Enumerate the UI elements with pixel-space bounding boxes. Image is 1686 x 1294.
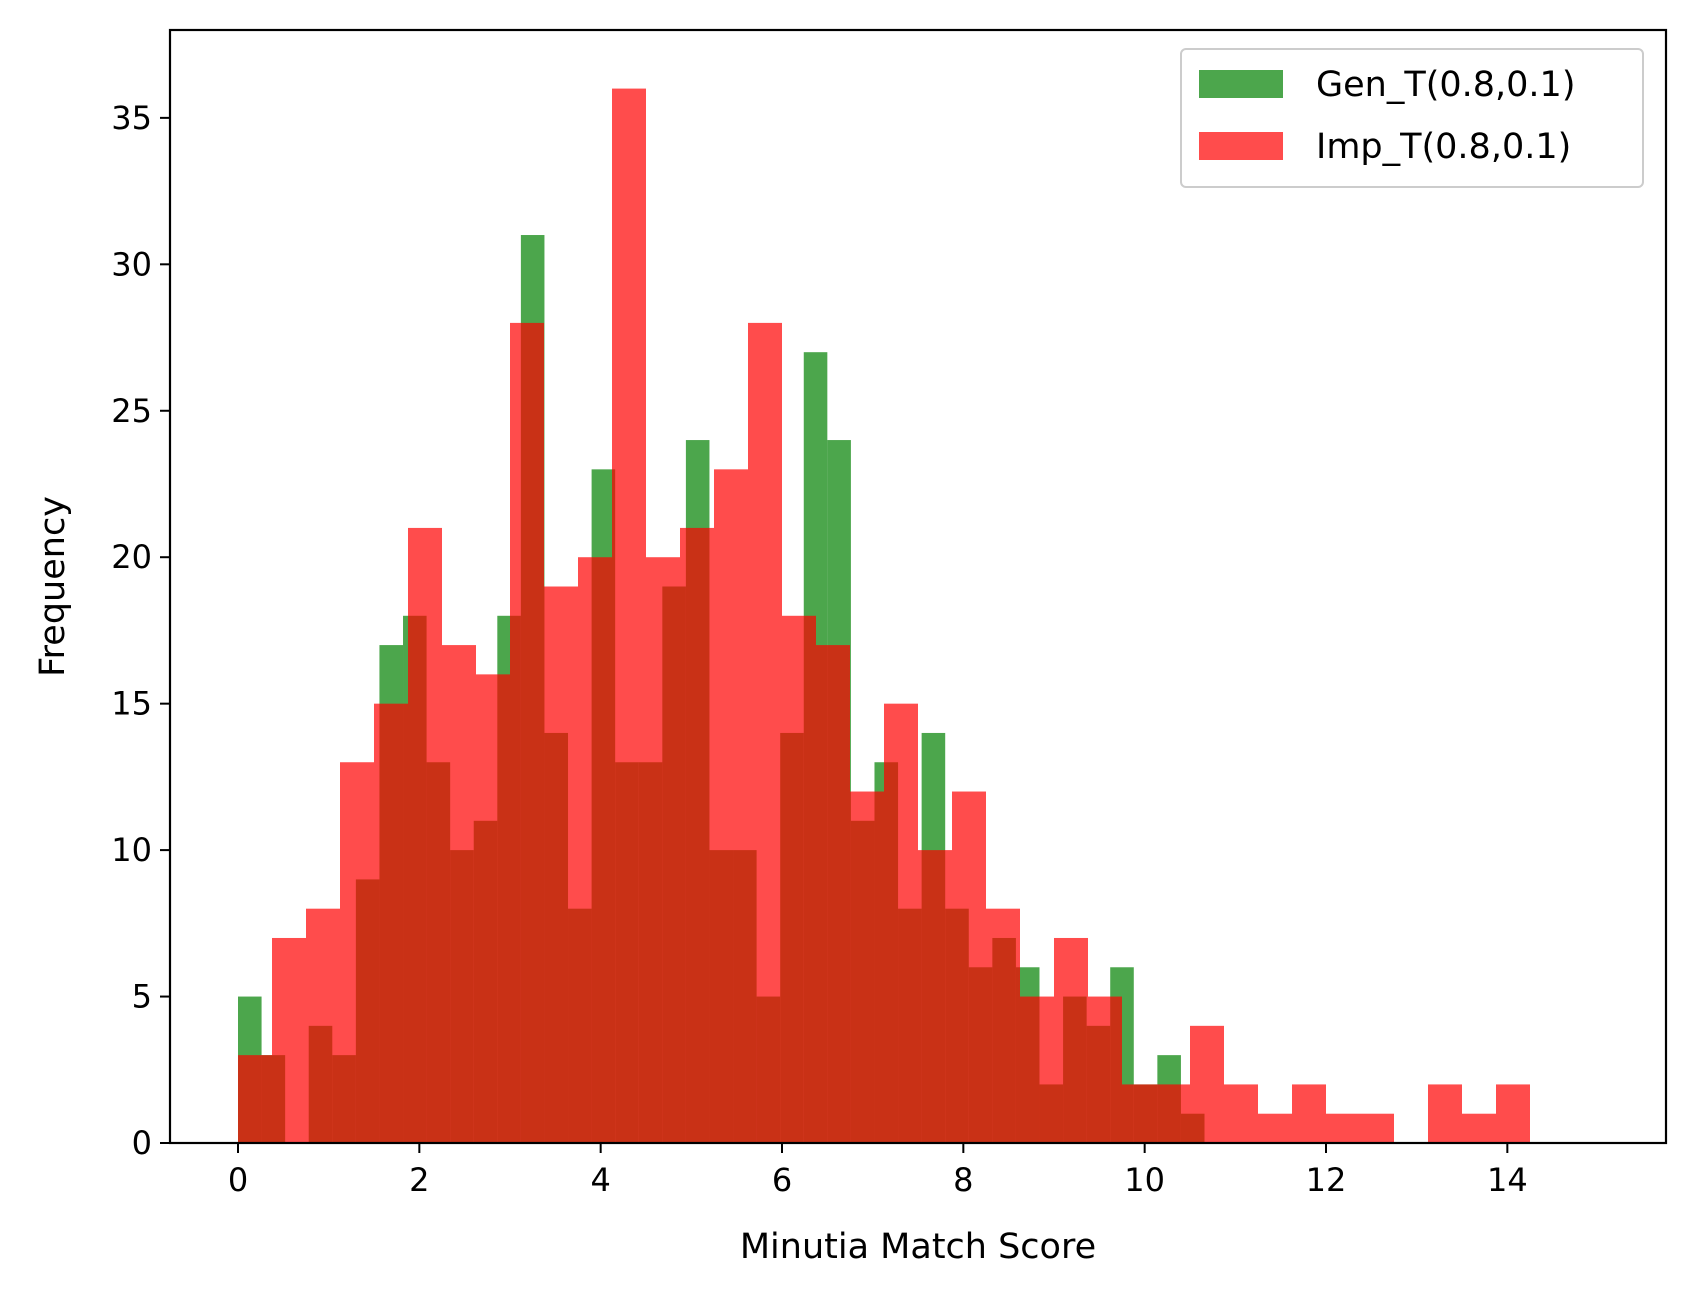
y-tick-label: 20 <box>111 538 152 576</box>
bar-series1-bin13 <box>680 527 714 1143</box>
y-tick-label: 10 <box>111 831 152 869</box>
bar-series1-bin30 <box>1258 1113 1292 1143</box>
bar-series1-bin7 <box>476 674 510 1143</box>
x-axis-ticks: 0 2 4 6 8 10 12 14 <box>228 1143 1528 1199</box>
bar-series1-bin1 <box>272 937 306 1143</box>
y-tick-label: 15 <box>111 685 152 723</box>
bar-series1-bin32 <box>1326 1113 1360 1143</box>
legend-box <box>1180 48 1644 188</box>
bar-series1-bin31 <box>1292 1084 1326 1143</box>
bar-series1-bin17 <box>816 645 850 1143</box>
bar-series1-bin35 <box>1428 1084 1462 1143</box>
bar-series1-bin36 <box>1462 1113 1496 1143</box>
bar-series1-bin0 <box>238 1055 272 1143</box>
x-tick-label: 0 <box>228 1161 248 1199</box>
legend-swatch-gen <box>1199 70 1283 98</box>
bar-series1-bin18 <box>850 791 884 1143</box>
y-tick-label: 25 <box>111 392 152 430</box>
x-axis-label: Minutia Match Score <box>740 1227 1096 1267</box>
bar-series1-bin4 <box>374 703 408 1143</box>
y-tick-label: 30 <box>111 245 152 283</box>
x-tick-label: 14 <box>1487 1161 1528 1199</box>
bar-series1-bin10 <box>578 557 612 1143</box>
bar-series1-bin33 <box>1360 1113 1394 1143</box>
y-axis-label: Frequency <box>33 496 73 677</box>
bar-series1-bin26 <box>1122 1084 1156 1143</box>
y-axis-ticks: 0 5 10 15 20 25 30 35 <box>111 99 170 1162</box>
x-tick-label: 8 <box>953 1161 973 1199</box>
x-tick-label: 2 <box>409 1161 429 1199</box>
plot-frame <box>168 28 1668 1145</box>
bar-series1-bin24 <box>1054 937 1088 1143</box>
bar-series1-bin16 <box>782 615 816 1143</box>
y-tick-label: 5 <box>132 978 152 1016</box>
bar-series1-bin29 <box>1224 1084 1258 1143</box>
bar-series1-bin2 <box>306 908 340 1143</box>
bar-series1-bin20 <box>918 850 952 1143</box>
bar-series1-bin8 <box>510 322 544 1143</box>
legend: Gen_T(0.8,0.1) Imp_T(0.8,0.1) <box>1180 48 1644 188</box>
bar-series1-bin23 <box>1020 996 1054 1143</box>
bar-series1-bin25 <box>1088 996 1122 1143</box>
bar-series1-bin28 <box>1190 1025 1224 1143</box>
bar-series1-bin6 <box>442 645 476 1143</box>
bar-series1-bin21 <box>952 791 986 1143</box>
legend-label-imp: Imp_T(0.8,0.1) <box>1316 127 1571 167</box>
bar-series1-bin3 <box>340 762 374 1143</box>
bar-series1-bin37 <box>1496 1084 1530 1143</box>
bar-series1-bin15 <box>748 322 782 1143</box>
bar-series1-bin12 <box>646 557 680 1143</box>
x-tick-label: 4 <box>590 1161 610 1199</box>
y-tick-label: 35 <box>111 99 152 137</box>
bar-series1-bin14 <box>714 469 748 1143</box>
x-tick-label: 10 <box>1124 1161 1165 1199</box>
legend-swatch-imp <box>1199 132 1283 160</box>
x-tick-label: 12 <box>1306 1161 1347 1199</box>
bar-series1-bin9 <box>544 586 578 1143</box>
y-tick-label: 0 <box>132 1124 152 1162</box>
bar-series1-bin22 <box>986 908 1020 1143</box>
bars-layer <box>238 88 1530 1144</box>
bar-series1-bin19 <box>884 703 918 1143</box>
legend-label-gen: Gen_T(0.8,0.1) <box>1316 65 1575 105</box>
x-tick-label: 6 <box>772 1161 792 1199</box>
bar-series1-bin5 <box>408 527 442 1143</box>
bar-series1-bin11 <box>612 88 646 1143</box>
bar-series1-bin27 <box>1156 1084 1190 1143</box>
